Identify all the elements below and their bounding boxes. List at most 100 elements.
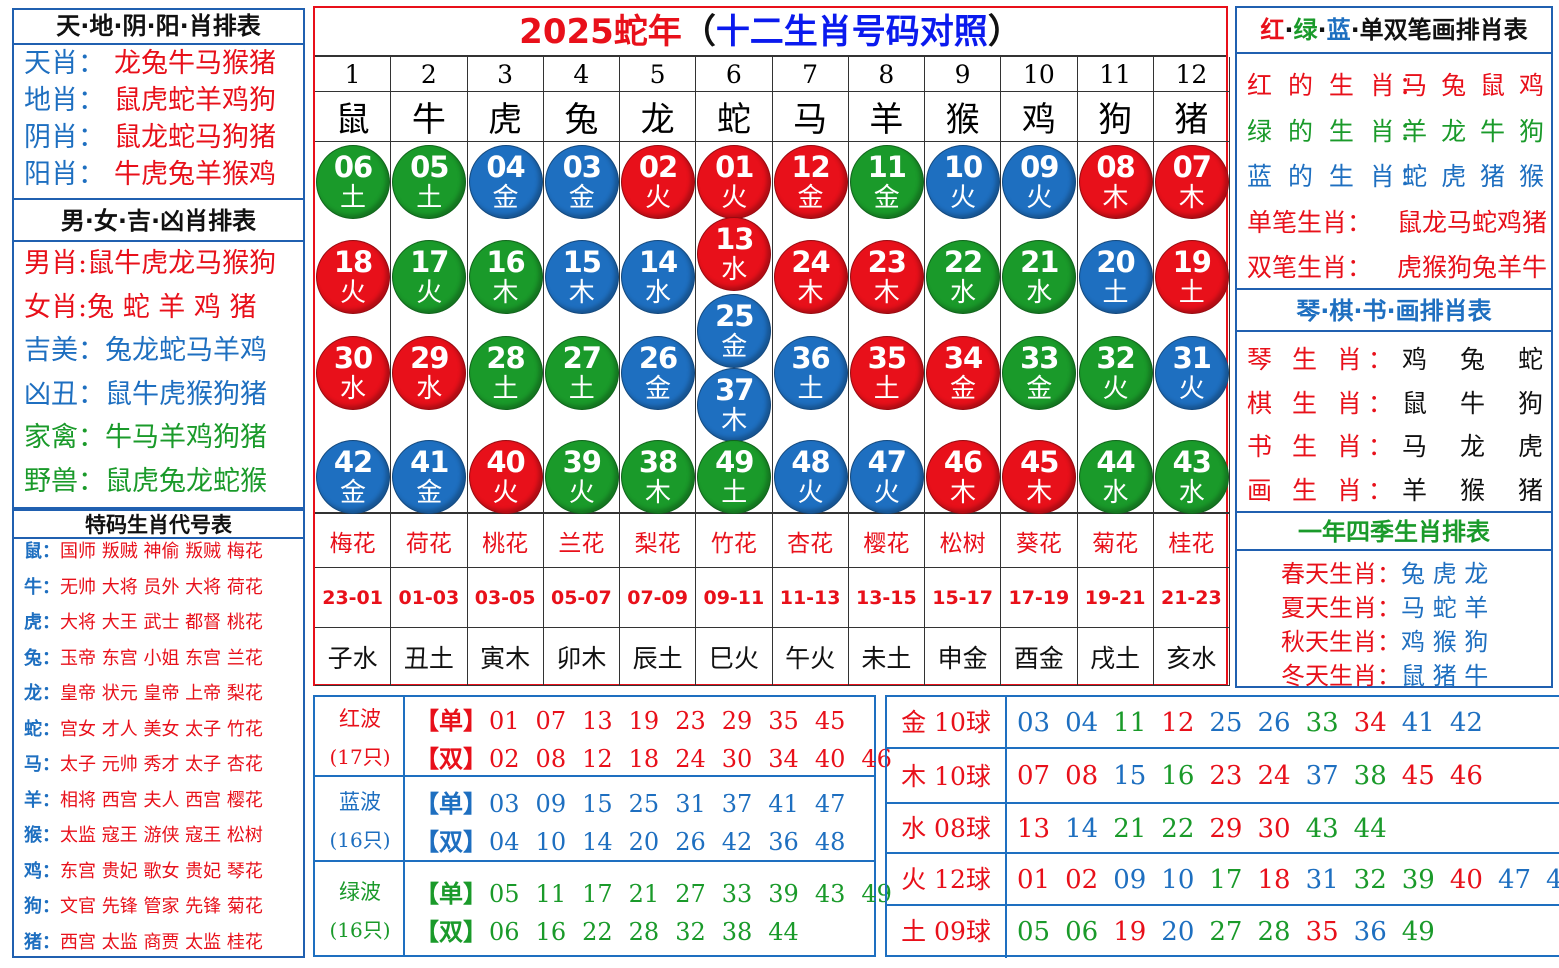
zodiac-name: 狗 — [1077, 92, 1154, 142]
list-item: 女肖:兔 蛇 羊 鸡 猪 — [24, 292, 256, 323]
number-ball: 13 水 — [697, 217, 772, 291]
row-value: 玉帝 东宫 小姐 东宫 兰花 — [60, 647, 263, 669]
ball-element: 木 — [644, 478, 671, 508]
ball-element: 金 — [873, 183, 900, 213]
wave-number: 16 — [535, 917, 567, 946]
flower-name: 杏花 — [772, 514, 849, 568]
column-index: 12 — [1153, 57, 1230, 92]
wave-name: 红波 — [339, 707, 381, 731]
element-number: 02 — [1065, 865, 1099, 895]
main-title: 2025蛇年（十二生肖号码对照） — [315, 8, 1226, 57]
wave-number: 08 — [535, 745, 567, 773]
ball-number: 03 — [562, 150, 602, 184]
row-value: 鼠 猪 牛 — [1401, 662, 1489, 690]
ball-element: 火 — [721, 183, 748, 213]
wave-number: 03 — [489, 789, 520, 818]
element-number: 34 — [1353, 708, 1387, 738]
ball-number: 43 — [1172, 445, 1212, 479]
row-value: 蛇 虎 猪 猴 — [1402, 162, 1547, 191]
hour-range: 05-07 — [543, 568, 620, 628]
element-number: 19 — [1113, 917, 1147, 947]
list-item: 马：太子 元帅 秀才 太子 杏花 — [24, 754, 263, 776]
list-item: 秋天生肖：鸡 猴 狗 — [1281, 622, 1488, 657]
row-label: 红 的 生 肖： — [1247, 71, 1428, 100]
wave-number: 27 — [675, 879, 706, 908]
hour-range: 11-13 — [772, 568, 849, 628]
element-numbers: 13 14 21 22 29 30 43 44 — [1017, 804, 1402, 854]
wave-double-line: 【双】06 16 22 28 32 38 44 — [415, 912, 815, 947]
wave-number: 42 — [721, 827, 753, 856]
row-label: 蛇： — [24, 718, 60, 740]
wave-number: 43 — [814, 879, 846, 908]
number-ball: 31 火 — [1154, 336, 1229, 410]
double-label: 【双】 — [415, 744, 487, 773]
color-stroke-table-title: 红·绿·蓝·单双笔画排肖表 — [1237, 8, 1551, 54]
zodiac-name: 蛇 — [696, 92, 773, 142]
element-number: 12 — [1161, 708, 1195, 738]
number-ball: 37 木 — [697, 368, 772, 442]
number-ball: 49 土 — [697, 440, 772, 514]
flower-name: 兰花 — [543, 514, 620, 568]
wave-name: 蓝波 — [339, 789, 381, 814]
element-number: 10 — [1161, 865, 1195, 895]
row-label: 书 生 肖： — [1247, 432, 1399, 461]
ball-number: 05 — [410, 150, 449, 184]
ball-number: 24 — [791, 245, 830, 279]
ball-number: 22 — [943, 245, 983, 279]
ball-element: 火 — [492, 478, 519, 508]
number-ball: 48 火 — [773, 440, 848, 514]
row-value: 宫女 才人 美女 太子 竹花 — [60, 718, 263, 740]
ball-element: 木 — [1026, 478, 1053, 508]
row-value: 羊 — [1402, 475, 1428, 505]
ball-number: 06 — [333, 150, 373, 184]
element-label: 木 10球 — [887, 749, 1007, 802]
zodiac-name: 马 — [772, 92, 849, 142]
ball-number: 39 — [562, 445, 602, 479]
ball-element: 木 — [1178, 183, 1205, 213]
wave-number: 18 — [628, 745, 660, 773]
number-ball: 03 金 — [544, 145, 619, 219]
ball-element: 火 — [644, 183, 671, 213]
element-number: 33 — [1305, 708, 1339, 738]
row-label: 夏天生肖： — [1281, 594, 1401, 622]
wave-double-line: 【双】02 08 12 18 24 30 34 40 46 — [415, 739, 908, 774]
single-label: 【单】 — [415, 788, 487, 818]
ball-element: 金 — [568, 183, 595, 213]
element-number: 43 — [1305, 814, 1339, 844]
list-item: 家禽：牛马羊鸡狗猪 — [24, 422, 267, 453]
wave-number: 39 — [768, 879, 799, 908]
column-index: 7 — [772, 57, 849, 92]
number-ball: 36 土 — [773, 336, 848, 410]
wave-number: 02 — [489, 745, 520, 773]
element-numbers: 05 06 19 20 27 28 35 36 49 — [1017, 906, 1450, 958]
element-number: 29 — [1209, 814, 1243, 844]
title-paren-close: ） — [987, 12, 1022, 52]
list-item: 书 生 肖：马 龙 虎 — [1247, 427, 1547, 463]
row-label: 地肖： — [24, 85, 105, 116]
element-number: 08 — [1065, 761, 1099, 791]
element-number: 20 — [1161, 917, 1195, 947]
row-value: 兔 — [1460, 345, 1486, 374]
row-label: 龙： — [24, 683, 60, 704]
ball-element: 土 — [797, 374, 824, 404]
title-green: 绿 — [1293, 16, 1318, 44]
row-label: 虎： — [24, 612, 60, 633]
wave-number: 06 — [489, 917, 520, 946]
ball-element: 木 — [492, 278, 519, 308]
row-value: 鼠牛虎猴狗猪 — [105, 378, 267, 410]
row-value: 狗 — [1518, 388, 1544, 418]
flower-name: 桃花 — [467, 514, 544, 568]
ball-element: 火 — [1178, 374, 1205, 404]
number-ball: 47 火 — [849, 440, 924, 514]
wave-single-line: 【单】03 09 15 25 31 37 41 47 — [415, 784, 861, 819]
wave-number: 38 — [721, 917, 753, 946]
number-ball: 08 木 — [1078, 145, 1153, 219]
row-label: 吉美： — [24, 335, 105, 366]
wave-number: 20 — [628, 827, 660, 856]
list-item: 蓝 的 生 肖：蛇 虎 猪 猴 — [1247, 157, 1547, 193]
ball-number: 46 — [943, 445, 983, 479]
ball-number: 28 — [486, 341, 525, 375]
wave-number: 32 — [675, 917, 706, 946]
zodiac-name: 虎 — [467, 92, 544, 142]
ball-number: 12 — [791, 150, 830, 184]
